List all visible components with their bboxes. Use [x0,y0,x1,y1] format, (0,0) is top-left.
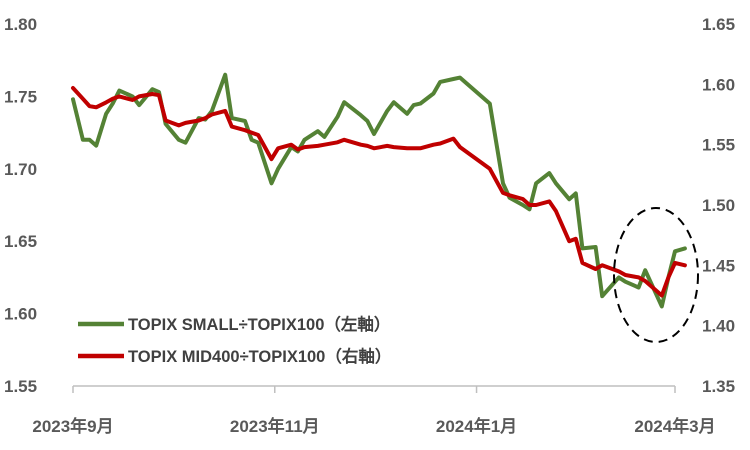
right-axis-tick-label: 1.50 [702,196,735,215]
series-line-1 [71,86,687,298]
x-axis-tick-label: 2023年9月 [32,416,113,436]
x-axis-tick-label: 2024年3月 [634,416,715,436]
highlight-ellipse [613,207,699,343]
right-axis-tick-label: 1.65 [702,15,735,34]
x-axis-tick-label: 2024年1月 [436,416,517,436]
left-axis-tick-label: 1.75 [4,87,37,106]
right-axis-tick-label: 1.40 [702,317,735,336]
right-axis-tick-label: 1.55 [702,136,735,155]
x-axis-ticks: 2023年9月 2023年11月 2024年1月 2024年3月 [32,386,716,436]
left-axis-tick-label: 1.70 [4,160,37,179]
right-axis-tick-label: 1.60 [702,75,735,94]
legend-label: TOPIX MID400÷TOPIX100（右軸） [128,346,391,366]
right-axis-tick-label: 1.35 [702,377,735,396]
series-lines [71,72,687,309]
left-axis-tick-label: 1.60 [4,305,37,324]
right-axis-tick-label: 1.45 [702,256,735,275]
right-axis-ticks: 1.35 1.40 1.45 1.50 1.55 1.60 1.65 [702,15,735,396]
left-axis-ticks: 1.55 1.60 1.65 1.70 1.75 1.80 [4,15,37,396]
left-axis-tick-label: 1.80 [4,15,37,34]
left-axis-tick-label: 1.65 [4,232,37,251]
legend-label: TOPIX SMALL÷TOPIX100（左軸） [128,314,390,334]
x-axis-tick-label: 2023年11月 [230,416,320,436]
left-axis-tick-label: 1.55 [4,377,37,396]
legend: TOPIX SMALL÷TOPIX100（左軸） TOPIX MID400÷TOP… [78,314,391,366]
